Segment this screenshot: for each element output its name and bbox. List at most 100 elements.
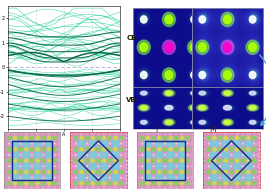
Circle shape xyxy=(178,174,186,182)
Circle shape xyxy=(11,128,19,136)
Circle shape xyxy=(28,134,36,142)
Circle shape xyxy=(218,170,222,174)
Circle shape xyxy=(213,170,216,174)
Circle shape xyxy=(250,179,258,187)
Circle shape xyxy=(119,170,123,174)
Circle shape xyxy=(199,120,206,124)
Circle shape xyxy=(199,71,206,79)
Circle shape xyxy=(161,156,169,165)
Circle shape xyxy=(165,15,173,24)
Circle shape xyxy=(252,136,256,140)
Circle shape xyxy=(199,139,207,148)
Circle shape xyxy=(180,148,184,151)
Circle shape xyxy=(117,156,125,165)
Circle shape xyxy=(155,151,163,159)
Circle shape xyxy=(152,147,156,151)
Circle shape xyxy=(140,106,147,110)
Circle shape xyxy=(199,162,207,170)
Circle shape xyxy=(244,185,253,189)
Circle shape xyxy=(97,159,100,163)
Circle shape xyxy=(114,170,117,174)
Circle shape xyxy=(100,162,108,170)
Circle shape xyxy=(227,156,236,165)
Circle shape xyxy=(16,168,25,176)
Circle shape xyxy=(249,120,256,124)
Circle shape xyxy=(66,139,74,148)
Circle shape xyxy=(178,174,186,182)
Circle shape xyxy=(25,136,28,139)
Circle shape xyxy=(246,40,259,54)
Circle shape xyxy=(106,156,114,165)
Circle shape xyxy=(261,156,266,165)
Circle shape xyxy=(233,151,241,159)
Circle shape xyxy=(224,148,227,151)
Circle shape xyxy=(34,151,41,159)
Circle shape xyxy=(169,136,172,139)
Circle shape xyxy=(189,162,198,170)
Circle shape xyxy=(249,43,256,52)
Circle shape xyxy=(0,151,8,159)
Circle shape xyxy=(39,145,48,153)
Circle shape xyxy=(22,174,31,182)
Circle shape xyxy=(11,151,19,159)
Circle shape xyxy=(11,139,19,148)
Circle shape xyxy=(128,122,137,131)
Circle shape xyxy=(91,170,94,174)
Circle shape xyxy=(111,139,120,148)
Circle shape xyxy=(158,170,161,174)
Circle shape xyxy=(56,162,65,170)
Circle shape xyxy=(178,128,186,136)
Circle shape xyxy=(108,159,112,163)
Circle shape xyxy=(183,134,192,142)
Circle shape xyxy=(186,159,190,163)
Circle shape xyxy=(74,181,78,185)
Circle shape xyxy=(72,134,80,142)
Circle shape xyxy=(74,159,78,163)
Circle shape xyxy=(39,156,48,165)
Circle shape xyxy=(72,122,80,131)
Circle shape xyxy=(128,168,137,176)
Circle shape xyxy=(233,185,241,189)
Circle shape xyxy=(235,159,239,162)
Circle shape xyxy=(191,16,197,23)
Circle shape xyxy=(41,136,45,140)
Circle shape xyxy=(205,156,213,165)
Circle shape xyxy=(188,104,200,111)
Circle shape xyxy=(252,159,256,163)
Circle shape xyxy=(146,148,149,151)
Circle shape xyxy=(239,134,247,142)
Circle shape xyxy=(47,159,51,162)
Circle shape xyxy=(244,151,253,159)
Circle shape xyxy=(233,128,241,136)
Circle shape xyxy=(169,170,172,174)
Circle shape xyxy=(137,40,150,54)
Circle shape xyxy=(233,139,241,148)
Circle shape xyxy=(47,148,51,151)
Circle shape xyxy=(66,185,74,189)
Circle shape xyxy=(0,162,8,170)
Circle shape xyxy=(172,156,181,165)
Circle shape xyxy=(94,134,103,142)
Circle shape xyxy=(221,68,234,82)
Circle shape xyxy=(222,162,230,170)
Circle shape xyxy=(85,136,89,140)
Circle shape xyxy=(261,122,266,131)
Circle shape xyxy=(33,174,42,182)
Circle shape xyxy=(100,151,108,159)
Circle shape xyxy=(183,179,192,187)
Text: Γ: Γ xyxy=(155,125,159,134)
Circle shape xyxy=(223,105,231,110)
Circle shape xyxy=(221,12,234,27)
Circle shape xyxy=(53,181,57,185)
Circle shape xyxy=(100,185,108,189)
Circle shape xyxy=(100,139,108,148)
Circle shape xyxy=(50,168,59,176)
Circle shape xyxy=(94,122,103,131)
Circle shape xyxy=(138,179,147,187)
Circle shape xyxy=(244,140,252,148)
Circle shape xyxy=(227,122,236,131)
Circle shape xyxy=(80,182,83,185)
Circle shape xyxy=(77,174,86,182)
Circle shape xyxy=(80,170,83,174)
Circle shape xyxy=(89,162,97,170)
